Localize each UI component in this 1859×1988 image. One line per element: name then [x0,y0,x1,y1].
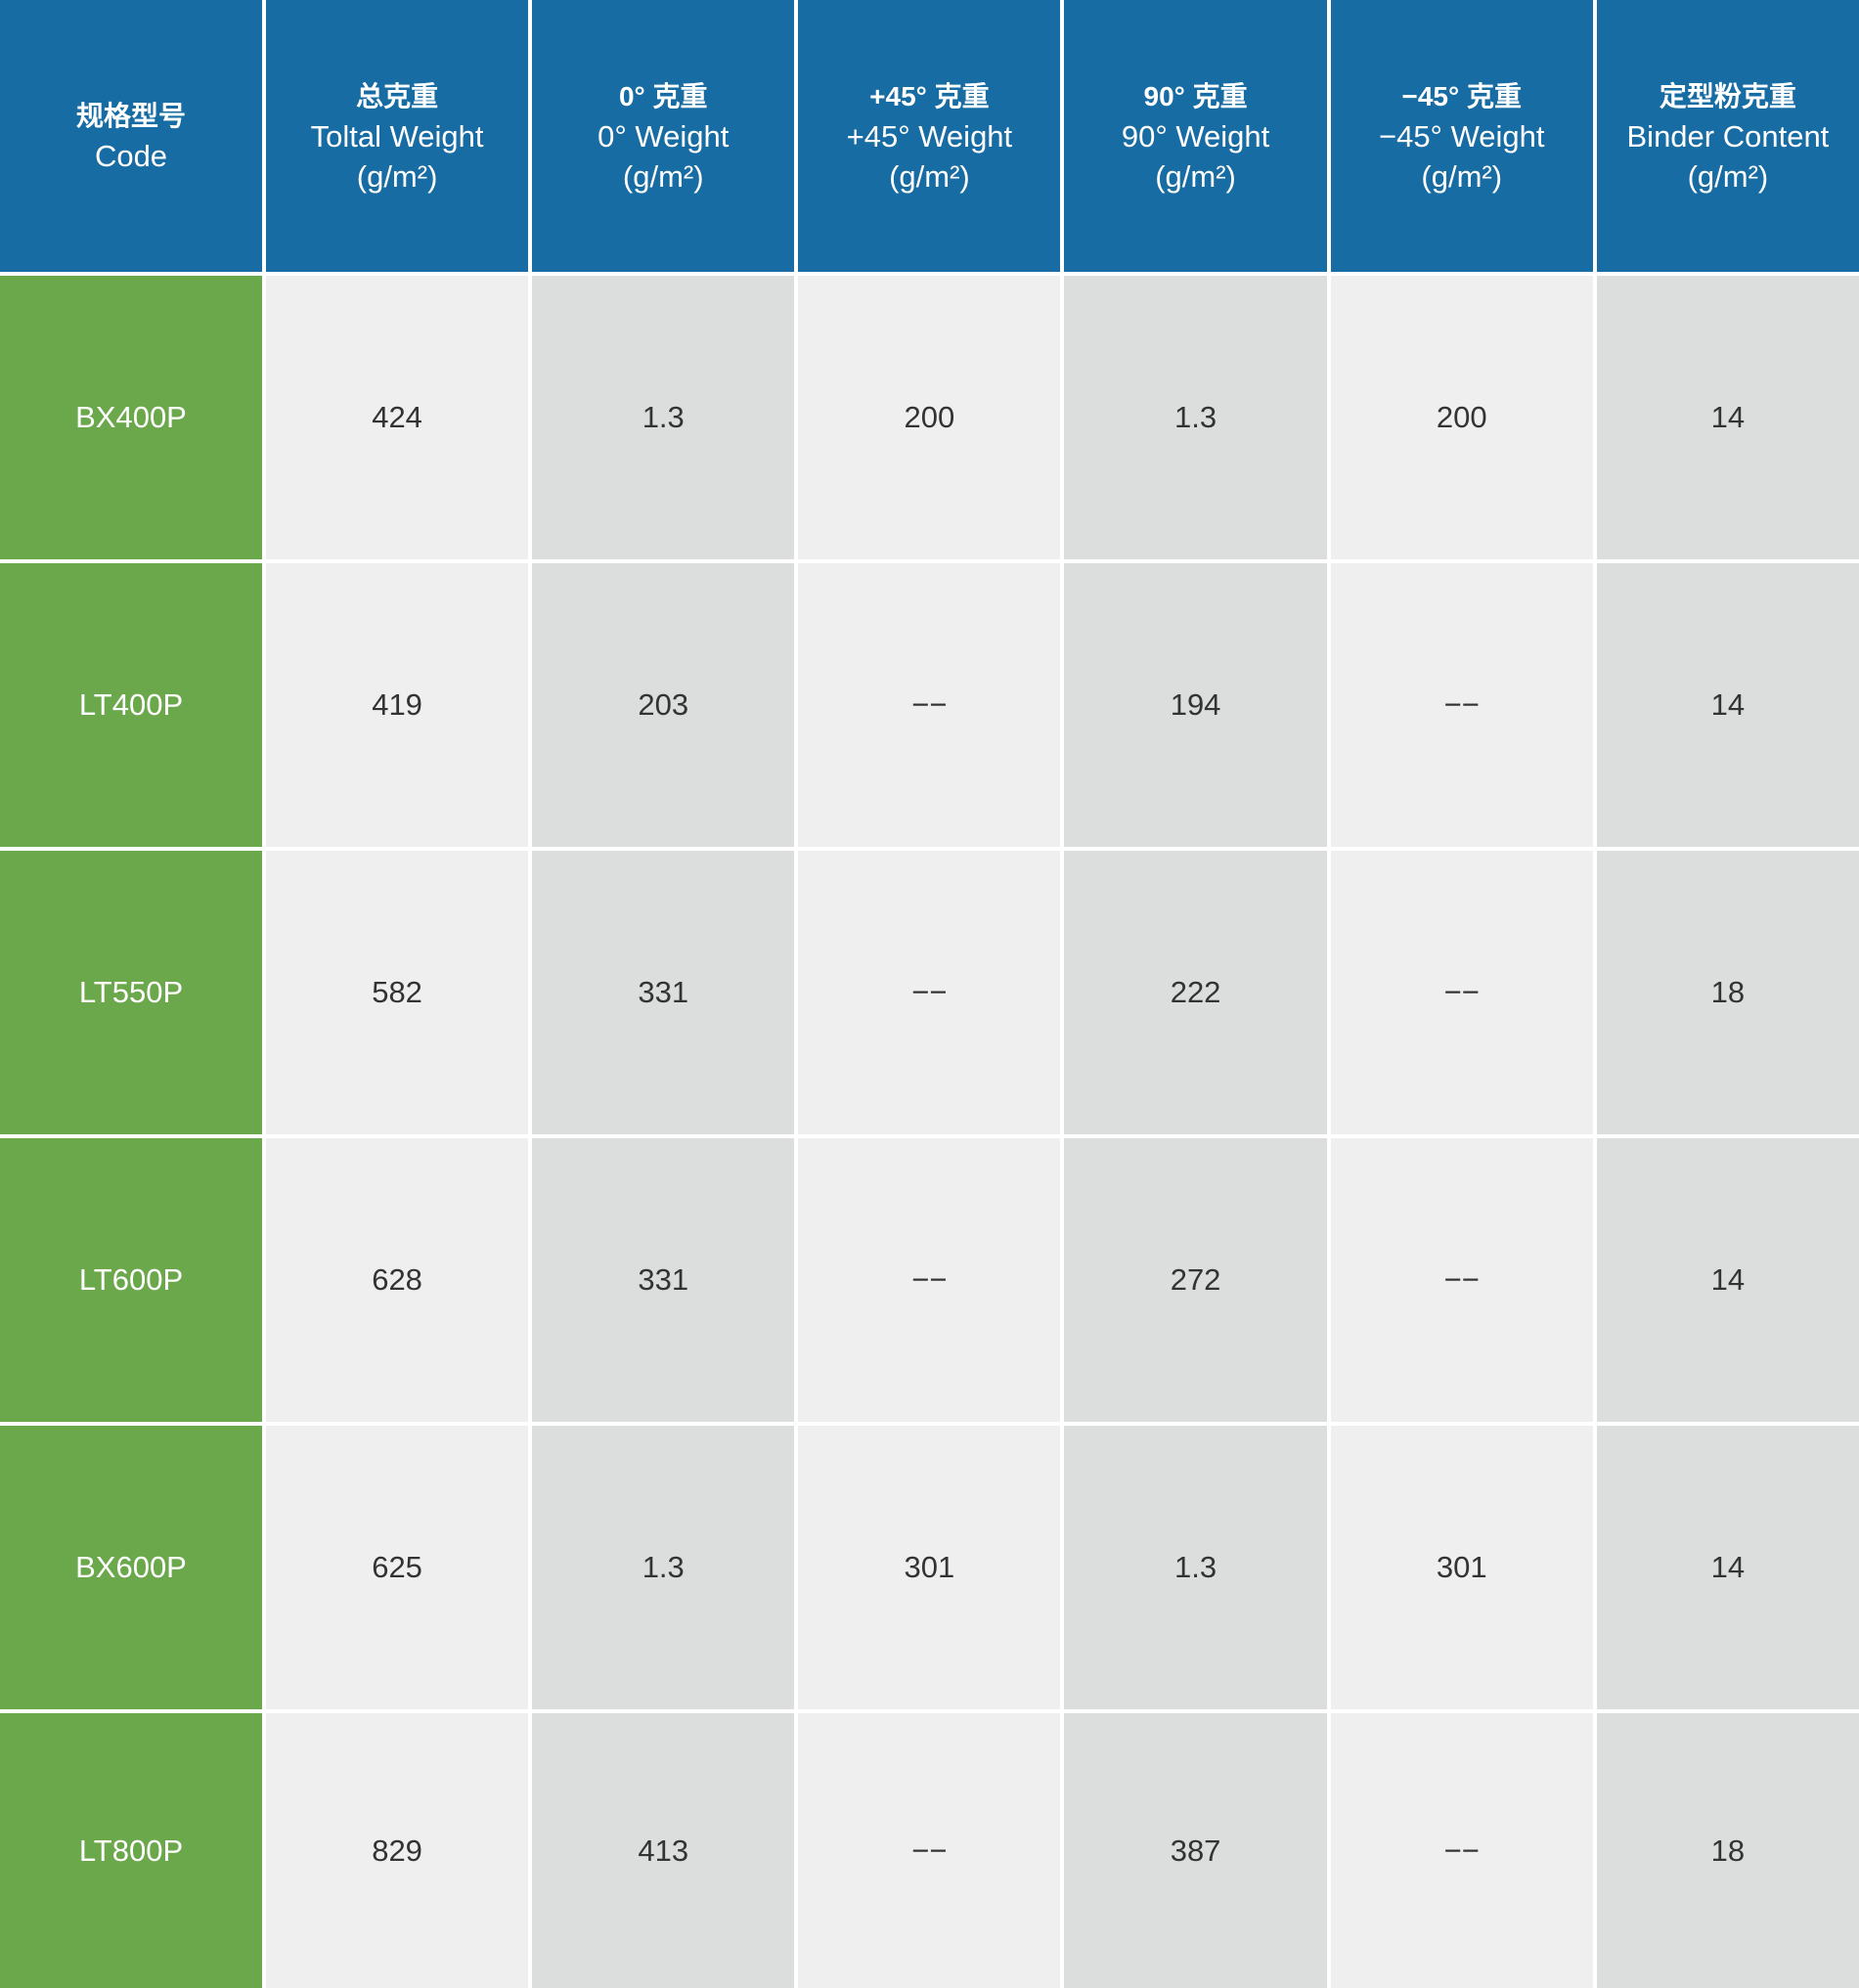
table-cell: 331 [532,851,795,1134]
table-cell: 18 [1596,851,1859,1134]
header-zh: 90° 克重 [1143,80,1248,111]
header-zh: 总克重 [356,80,439,111]
header-en: +45° Weight [846,118,1013,154]
table-cell: 424 [266,276,529,559]
table-cell: −− [1330,1138,1593,1422]
header-en: 0° Weight [598,118,730,154]
table-cell: −− [798,1138,1061,1422]
table-cell: 301 [798,1426,1061,1709]
table-cell: 301 [1330,1426,1593,1709]
table-cell: 829 [266,1713,529,1988]
table-cell: −− [798,851,1061,1134]
table-cell: 1.3 [1064,1426,1327,1709]
header-unit: (g/m²) [1687,158,1769,194]
header-zh: 0° 克重 [618,80,708,111]
header-zh: 规格型号 [75,101,186,131]
table-cell: 194 [1064,563,1327,847]
header-cell: 0° 克重 0° Weight (g/m²) [532,0,795,272]
table-cell: 387 [1064,1713,1327,1988]
header-en: Toltal Weight [310,118,484,154]
table-cell: −− [1330,851,1593,1134]
table-cell: 628 [266,1138,529,1422]
table-cell: −− [1330,1713,1593,1988]
code-cell: BX400P [0,276,262,559]
header-en: −45° Weight [1378,118,1545,154]
code-cell: LT400P [0,563,262,847]
table-cell: 200 [1330,276,1593,559]
table-cell: 222 [1064,851,1327,1134]
header-unit: (g/m²) [889,158,970,194]
table-cell: 331 [532,1138,795,1422]
table-cell: 200 [798,276,1061,559]
table-cell: 1.3 [1064,276,1327,559]
code-cell: BX600P [0,1426,262,1709]
table-cell: 419 [266,563,529,847]
table-cell: 14 [1596,276,1859,559]
header-unit: (g/m²) [1421,158,1503,194]
code-cell: LT800P [0,1713,262,1988]
table-cell: 203 [532,563,795,847]
header-unit: (g/m²) [356,158,438,194]
table-cell: 272 [1064,1138,1327,1422]
table-cell: −− [1330,563,1593,847]
header-zh: +45° 克重 [869,80,990,111]
table-cell: 1.3 [532,1426,795,1709]
header-cell: 总克重 Toltal Weight (g/m²) [266,0,529,272]
table-cell: 18 [1596,1713,1859,1988]
header-unit: (g/m²) [1155,158,1236,194]
header-en: Code [94,139,168,173]
table-cell: −− [798,1713,1061,1988]
header-en: Binder Content [1626,118,1830,154]
table-cell: 14 [1596,1138,1859,1422]
header-cell: 定型粉克重 Binder Content (g/m²) [1596,0,1859,272]
header-zh: 定型粉克重 [1659,80,1796,111]
header-zh: −45° 克重 [1401,80,1522,111]
table-cell: 625 [266,1426,529,1709]
table-cell: 1.3 [532,276,795,559]
header-cell: 90° 克重 90° Weight (g/m²) [1064,0,1327,272]
code-cell: LT550P [0,851,262,1134]
header-en: 90° Weight [1121,118,1270,154]
header-cell: −45° 克重 −45° Weight (g/m²) [1330,0,1593,272]
table-cell: 14 [1596,563,1859,847]
table-cell: 582 [266,851,529,1134]
header-cell: 规格型号 Code [0,0,262,272]
table-cell: 413 [532,1713,795,1988]
code-cell: LT600P [0,1138,262,1422]
table-cell: 14 [1596,1426,1859,1709]
header-unit: (g/m²) [622,158,704,194]
table-cell: −− [798,563,1061,847]
header-cell: +45° 克重 +45° Weight (g/m²) [798,0,1061,272]
